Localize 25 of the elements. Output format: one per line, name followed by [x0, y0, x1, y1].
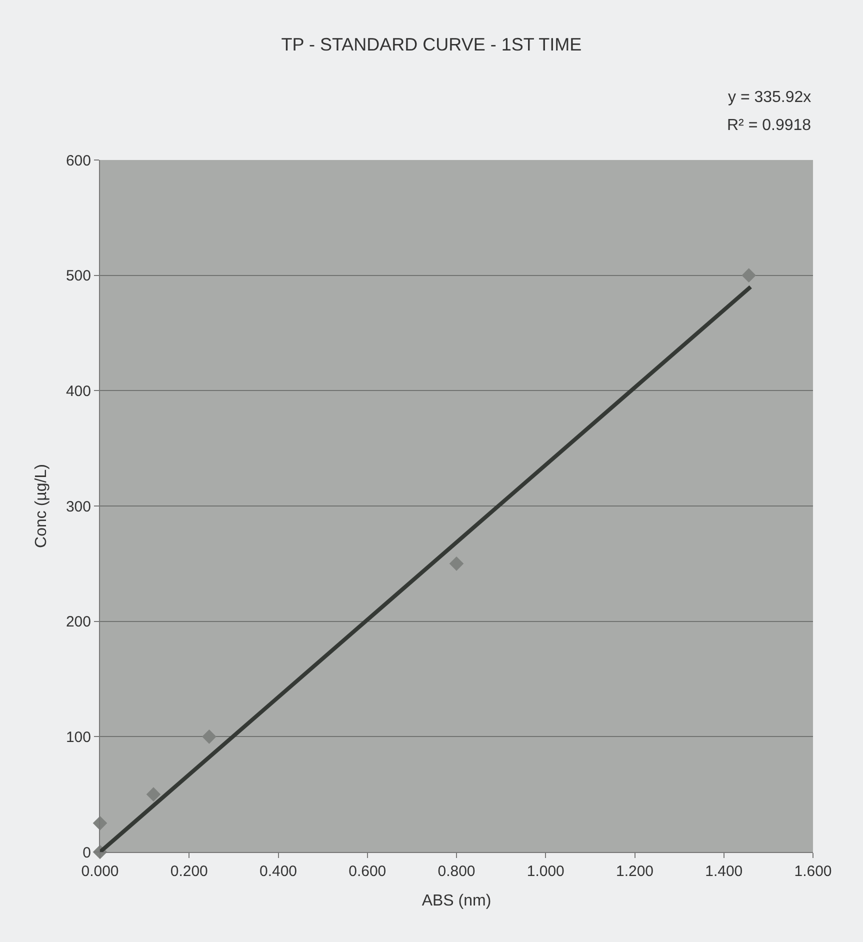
y-tick-label: 400 — [66, 382, 91, 400]
x-axis-title: ABS (nm) — [422, 892, 492, 910]
x-tick-label: 0.000 — [81, 863, 119, 880]
y-axis-title: Conc (µg/L) — [32, 464, 50, 548]
text: y = 335.92x — [728, 89, 812, 106]
x-tick-label: 1.200 — [616, 863, 654, 880]
x-tick-label: 1.400 — [705, 863, 743, 880]
chart-title: TP - STANDARD CURVE - 1ST TIME — [281, 34, 582, 54]
point — [202, 730, 216, 744]
y-tick-label: 100 — [66, 728, 91, 746]
y-tick-label: 200 — [66, 614, 91, 631]
text: R² = 0.9918 — [727, 117, 812, 134]
y-tick-label: 600 — [66, 152, 91, 170]
y-tick-label: 500 — [66, 268, 91, 285]
x-tick-label: 0.200 — [170, 863, 208, 880]
point — [146, 787, 161, 802]
x-tick-label: 0.800 — [438, 863, 476, 880]
x-tick-label: 1.000 — [526, 863, 564, 880]
x-tick-label: 0.600 — [348, 863, 386, 880]
y-tick-label: 0 — [82, 844, 91, 862]
x-tick-label: 1.600 — [794, 863, 832, 880]
y-tick-label: 300 — [66, 498, 91, 516]
x-tick-label: 0.400 — [259, 863, 298, 880]
point — [449, 556, 464, 571]
point — [742, 268, 756, 282]
